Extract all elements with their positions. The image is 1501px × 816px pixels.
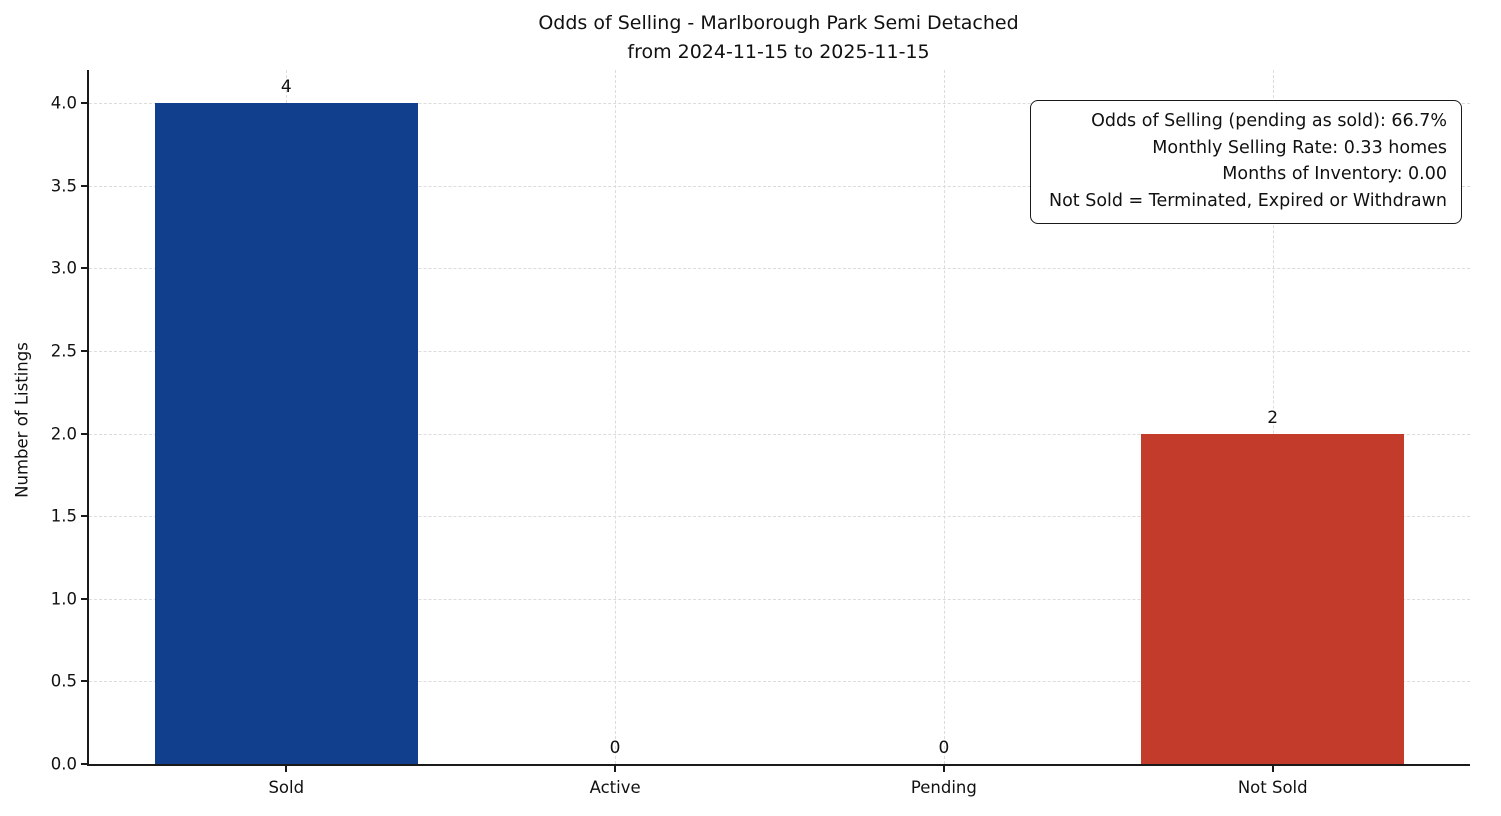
bar-value-label: 0 xyxy=(938,738,950,758)
annotation-line-odds: Odds of Selling (pending as sold): 66.7% xyxy=(1091,111,1447,131)
chart-subtitle: from 2024-11-15 to 2025-11-15 xyxy=(627,41,930,63)
y-tick-label: 0.5 xyxy=(50,671,77,691)
x-tick-mark xyxy=(1271,766,1274,772)
annotation-box: Odds of Selling (pending as sold): 66.7%… xyxy=(1029,100,1462,224)
x-tick-mark xyxy=(285,766,288,772)
y-tick-mark xyxy=(81,102,87,105)
y-tick-mark xyxy=(81,680,87,683)
y-tick-mark xyxy=(81,184,87,187)
x-tick-mark xyxy=(942,766,945,772)
gridline-horizontal xyxy=(89,516,1470,518)
y-tick-mark xyxy=(81,763,87,765)
plot-area: 0.0 0.5 1.0 1.5 2.0 2.5 3.0 3.5 4.0 Sold 4 Active 0 P… xyxy=(51,70,1470,797)
x-tick-label-pending: Pending xyxy=(910,778,977,797)
y-tick-label: 2.5 xyxy=(50,341,77,361)
gridline-vertical xyxy=(1272,70,1274,764)
bar-value-label: 4 xyxy=(280,77,292,98)
x-tick-mark xyxy=(614,766,617,772)
annotation-line-rate: Monthly Selling Rate: 0.33 homes xyxy=(1152,137,1447,158)
gridline-vertical xyxy=(943,70,945,764)
bar-sold xyxy=(154,103,418,764)
gridline-horizontal xyxy=(89,598,1470,600)
y-tick-label: 1.0 xyxy=(50,589,77,609)
y-tick-mark xyxy=(81,432,87,435)
x-tick-label-sold: Sold xyxy=(268,778,305,797)
gridline-horizontal xyxy=(89,103,1470,105)
y-tick-label: 1.5 xyxy=(50,506,77,526)
y-tick-mark xyxy=(81,267,87,270)
gridline-vertical xyxy=(615,70,617,764)
bar-value-label: 0 xyxy=(609,738,621,758)
x-tick-label-active: Active xyxy=(589,778,641,797)
y-tick-mark xyxy=(81,597,87,600)
y-tick-mark xyxy=(81,515,87,518)
y-tick-label: 0.0 xyxy=(50,754,77,774)
y-tick-label: 2.0 xyxy=(50,424,77,444)
gridline-horizontal xyxy=(89,350,1470,352)
gridline-horizontal xyxy=(89,433,1470,435)
y-tick-mark xyxy=(81,349,87,352)
gridline-horizontal xyxy=(89,185,1470,187)
bar-value-label: 2 xyxy=(1267,407,1279,428)
bar-not-sold xyxy=(1141,433,1405,764)
x-tick-label-not-sold: Not Sold xyxy=(1237,778,1308,797)
chart-title: Odds of Selling - Marlborough Park Semi … xyxy=(538,12,1019,34)
y-tick-label: 3.0 xyxy=(50,258,77,278)
y-tick-label: 4.0 xyxy=(50,93,77,113)
gridline-horizontal xyxy=(89,681,1470,683)
annotation-line-inventory: Months of Inventory: 0.00 xyxy=(1222,164,1447,184)
y-axis-label: Number of Listings xyxy=(12,342,32,498)
y-tick-label: 3.5 xyxy=(50,176,77,196)
gridline-horizontal xyxy=(89,268,1470,270)
annotation-line-notsold: Not Sold = Terminated, Expired or Withdr… xyxy=(1048,190,1447,211)
